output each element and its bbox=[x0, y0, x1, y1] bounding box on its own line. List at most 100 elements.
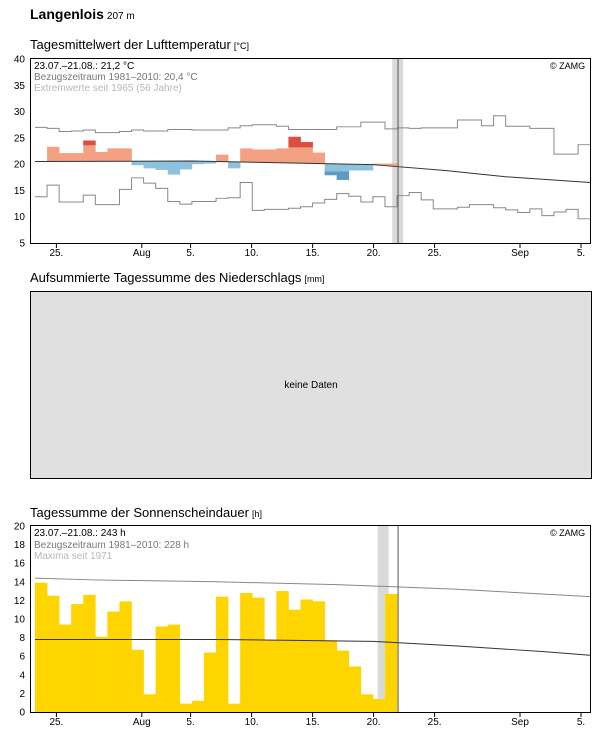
record-warm-bar bbox=[288, 136, 301, 148]
temperature-reference: Bezugszeitraum 1981–2010: 20,4 °C bbox=[34, 72, 198, 83]
station-elevation: 207 m bbox=[106, 11, 135, 22]
cool-anomaly-bar bbox=[143, 161, 156, 169]
cool-anomaly-bar bbox=[228, 161, 241, 169]
sunshine-bar bbox=[360, 694, 374, 712]
sunshine-bar bbox=[216, 596, 229, 712]
cool-anomaly-bar bbox=[203, 161, 217, 164]
sunshine-bar bbox=[300, 599, 313, 712]
sunshine-copyright: © ZAMG bbox=[550, 528, 586, 538]
x-tick-label: 15. bbox=[306, 717, 320, 728]
sunshine-bar bbox=[384, 593, 398, 712]
sunshine-bar bbox=[131, 649, 144, 712]
temperature-y-axis: 5 10 15 20 25 30 35 40 bbox=[14, 55, 26, 250]
y-tick-label: 18 bbox=[14, 540, 26, 551]
warm-anomaly-bar bbox=[372, 163, 386, 166]
max-temperature-line bbox=[34, 115, 590, 155]
x-tick-label: Aug bbox=[133, 717, 151, 728]
cool-anomaly-bar bbox=[131, 161, 144, 166]
sunshine-chart bbox=[30, 525, 591, 713]
x-tick-label: 5. bbox=[186, 248, 194, 259]
sunshine-bar bbox=[167, 624, 181, 712]
cool-anomaly-bar bbox=[167, 161, 181, 175]
cool-anomaly-bar bbox=[324, 163, 338, 176]
sunshine-bar bbox=[107, 611, 120, 712]
sunshine-bar bbox=[324, 640, 338, 712]
x-tick-label: 25. bbox=[428, 717, 442, 728]
sunshine-bar bbox=[312, 601, 325, 712]
y-tick-label: 0 bbox=[19, 708, 25, 719]
sunshine-bar bbox=[203, 652, 217, 712]
precipitation-chart-title: Aufsummierte Tagessumme des Niederschlag… bbox=[30, 270, 324, 285]
temperature-chart bbox=[30, 58, 591, 244]
y-tick-label: 6 bbox=[19, 652, 25, 663]
climate-mean-line bbox=[34, 160, 590, 184]
sunshine-bar bbox=[71, 604, 84, 712]
temperature-unit: [°C] bbox=[233, 41, 249, 51]
sunshine-bar bbox=[276, 591, 289, 712]
sunshine-bar bbox=[288, 609, 301, 712]
warm-anomaly-bar bbox=[276, 148, 289, 163]
y-tick-label: 40 bbox=[14, 55, 26, 66]
y-tick-label: 12 bbox=[14, 596, 26, 607]
y-tick-label: 4 bbox=[19, 670, 25, 681]
station-header: Langenlois 207 m bbox=[30, 6, 135, 22]
x-tick-label: 20. bbox=[367, 248, 381, 259]
y-tick-label: 8 bbox=[19, 633, 25, 644]
x-tick-label: 5. bbox=[186, 717, 194, 728]
sunshine-x-axis: 25. Aug 5. 10. 15. 20. 25. Sep 5. bbox=[49, 713, 585, 728]
record-cool-bar bbox=[336, 171, 350, 180]
precipitation-chart: keine Daten bbox=[30, 291, 592, 479]
y-tick-label: 14 bbox=[14, 577, 26, 588]
sunshine-bar bbox=[191, 700, 205, 712]
warm-anomaly-bar bbox=[264, 149, 277, 163]
sunshine-y-axis: 0 2 4 6 8 10 12 14 16 18 20 bbox=[14, 522, 26, 719]
cool-anomaly-bar bbox=[179, 161, 193, 170]
sunshine-bar bbox=[252, 597, 265, 712]
cool-anomaly-bar bbox=[348, 164, 362, 171]
warm-anomaly-bar bbox=[216, 154, 229, 162]
warm-anomaly-bar bbox=[83, 140, 96, 162]
y-tick-label: 35 bbox=[14, 81, 26, 92]
x-tick-label: 10. bbox=[245, 717, 259, 728]
y-tick-label: 2 bbox=[19, 689, 25, 700]
temperature-title-text: Tagesmittelwert der Lufttemperatur bbox=[30, 37, 231, 52]
warm-anomaly-bar bbox=[384, 163, 398, 167]
warm-anomaly-bar bbox=[47, 146, 60, 162]
temperature-x-axis: 25. Aug 5. 10. 15. 20. 25. Sep 5. bbox=[49, 244, 585, 259]
warm-anomaly-bar bbox=[95, 152, 108, 162]
today-band bbox=[377, 526, 389, 712]
y-tick-label: 15 bbox=[14, 186, 26, 197]
temperature-copyright: © ZAMG bbox=[550, 61, 586, 71]
sunshine-unit: [h] bbox=[251, 509, 262, 519]
sunshine-bar bbox=[34, 582, 48, 712]
climate-mean-line bbox=[34, 638, 590, 656]
sunshine-bar bbox=[143, 694, 156, 712]
y-tick-label: 16 bbox=[14, 559, 26, 570]
sunshine-bar bbox=[95, 636, 108, 712]
y-tick-label: 20 bbox=[14, 160, 26, 171]
cool-anomaly-bar bbox=[155, 161, 169, 170]
warm-anomaly-bar bbox=[300, 142, 313, 164]
precipitation-unit: [mm] bbox=[304, 274, 325, 284]
sunshine-summary: 23.07.–21.08.: 243 h bbox=[34, 528, 126, 539]
station-name: Langenlois bbox=[30, 6, 104, 22]
temperature-summary: 23.07.–21.08.: 21,2 °C bbox=[34, 61, 135, 72]
x-tick-label: 15. bbox=[306, 248, 320, 259]
sunshine-bar bbox=[348, 666, 362, 712]
sunshine-bar bbox=[228, 703, 241, 712]
x-tick-label: Sep bbox=[511, 248, 529, 259]
sunshine-bar bbox=[47, 595, 60, 712]
x-tick-label: 5. bbox=[577, 248, 585, 259]
sunshine-maxima-note: Maxima seit 1971 bbox=[34, 551, 113, 562]
record-warm-bar bbox=[83, 140, 96, 146]
sunshine-bar bbox=[83, 594, 96, 712]
y-tick-label: 25 bbox=[14, 133, 26, 144]
x-tick-label: 20. bbox=[367, 717, 381, 728]
x-tick-label: 25. bbox=[49, 248, 63, 259]
x-tick-label: 25. bbox=[49, 717, 63, 728]
temperature-chart-title: Tagesmittelwert der Lufttemperatur [°C] bbox=[30, 37, 249, 52]
x-tick-label: Sep bbox=[511, 717, 529, 728]
y-tick-label: 30 bbox=[14, 107, 26, 118]
warm-anomaly-bar bbox=[312, 152, 325, 164]
sunshine-chart-title: Tagessumme der Sonnenscheindauer [h] bbox=[30, 505, 262, 520]
